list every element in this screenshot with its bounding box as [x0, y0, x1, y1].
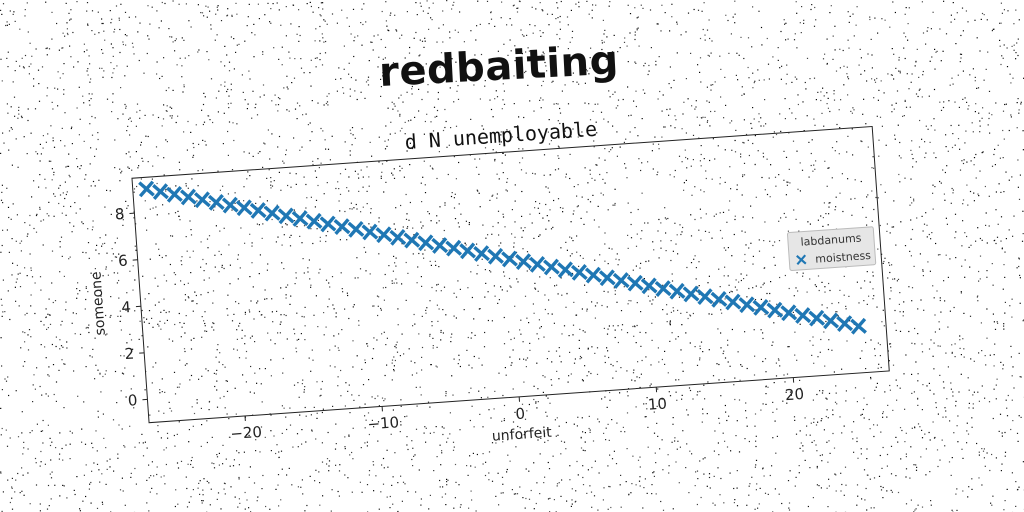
scatter-point [361, 223, 379, 241]
scatter-point [347, 220, 365, 238]
scatter-point [193, 191, 211, 209]
scatter-point [557, 261, 574, 279]
scatter-point [445, 239, 463, 257]
scatter-point [180, 188, 197, 206]
scatter-point [570, 264, 588, 281]
scatter-point [487, 247, 504, 265]
x-tick-label: −20 [230, 423, 263, 443]
scatter-point [738, 296, 756, 314]
scatter-point [221, 196, 239, 214]
y-axis-label: someone [88, 271, 108, 336]
scatter-point [459, 242, 477, 260]
scatter-point [668, 282, 686, 300]
scatter-point [626, 274, 644, 292]
scatter-point [319, 215, 337, 233]
scatter-point [333, 218, 351, 236]
scatter-point [682, 285, 700, 303]
scatter-point [822, 312, 840, 330]
scatter-point [598, 269, 616, 287]
scatter-point [277, 207, 295, 225]
scatter-point [263, 204, 281, 222]
x-axis-label: unforfeit [491, 425, 552, 445]
scatter-point [152, 183, 169, 201]
scatter-point [403, 231, 421, 249]
x-tick-label: 20 [784, 385, 804, 404]
plot-frame [131, 125, 890, 424]
scatter-point [138, 180, 155, 198]
scatter-point [529, 255, 546, 273]
y-tick-label: 8 [114, 205, 125, 224]
y-tick-label: 4 [121, 298, 132, 317]
scatter-point [501, 250, 518, 268]
scatter-point [305, 212, 323, 230]
scatter-point [766, 301, 784, 319]
scatter-point [375, 226, 393, 244]
scatter-point [417, 234, 435, 252]
scatter-point [654, 280, 672, 297]
scatter-point [808, 309, 826, 327]
scatter-point [389, 229, 407, 246]
series-moistness [138, 180, 867, 335]
scatter-point [584, 266, 602, 284]
scatter-point [850, 317, 867, 335]
scatter-point [431, 237, 449, 254]
scatter-point [543, 258, 560, 276]
legend: labdanums moistness [787, 226, 877, 271]
scatter-point [696, 288, 714, 306]
scatter-point [752, 299, 770, 316]
y-tick-label: 2 [124, 345, 135, 364]
x-tick-label: −10 [367, 413, 400, 433]
y-tick-label: 6 [118, 251, 129, 270]
scatter-point [836, 315, 853, 332]
x-tick-label: 10 [647, 395, 667, 414]
scatter-point [710, 290, 728, 308]
scatter-point [515, 253, 532, 271]
scatter-point [612, 272, 630, 289]
x-tick-label: 0 [515, 404, 526, 423]
scatter-point [249, 202, 267, 219]
scatter-point [166, 185, 183, 203]
scatter-point [794, 307, 812, 324]
scatter-point [780, 304, 798, 322]
scatter-point [207, 194, 225, 211]
scatter-point [640, 277, 658, 295]
scatter-point [291, 210, 309, 227]
y-tick-label: 0 [127, 391, 138, 410]
scatter-point [724, 293, 742, 311]
scatter-point [473, 245, 490, 262]
chart-subtitle: d N unemployable [404, 117, 598, 154]
scatter-point [235, 199, 253, 217]
